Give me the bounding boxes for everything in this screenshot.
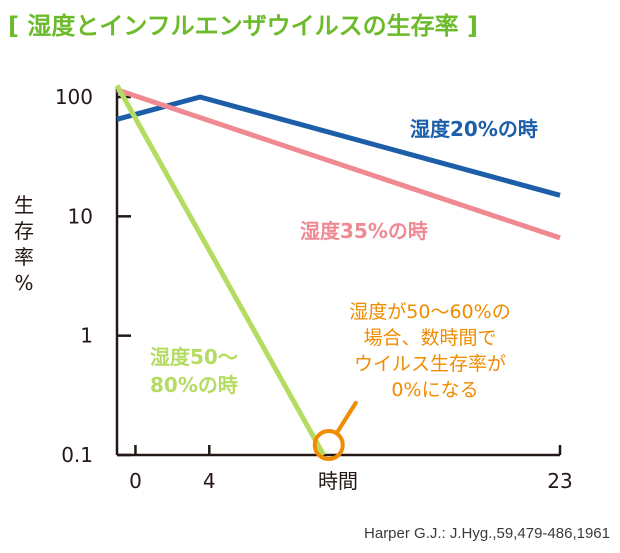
y-axis-label: 生存率% (14, 193, 34, 295)
series-label-0: 湿度20%の時 (410, 117, 538, 141)
x-tick-label: 23 (547, 469, 572, 493)
x-tick-label: 0 (129, 469, 142, 493)
series-line-2 (114, 84, 326, 457)
series-label-1: 湿度35%の時 (300, 219, 428, 243)
series-line-0 (116, 94, 561, 198)
series-lines (114, 84, 561, 461)
y-tick-label: 0.1 (61, 443, 93, 467)
y-tick-label: 10 (68, 204, 93, 228)
chart-title: [ 湿度とインフルエンザウイルスの生存率 ] (8, 12, 478, 40)
annotation-pointer (334, 401, 358, 435)
citation: Harper G.J.: J.Hyg.,59,479-486,1961 (364, 525, 610, 542)
annotation-circle (312, 429, 345, 461)
series-line-1 (116, 87, 561, 241)
axes: 100 10 1 0.1 0 4 23 時間 生存率% (14, 85, 573, 493)
y-tick-label: 1 (80, 324, 93, 348)
series-label-2: 湿度50〜 80%の時 (150, 345, 238, 397)
x-tick-label: 4 (203, 469, 216, 493)
y-tick-label: 100 (55, 85, 93, 109)
annotation-text: 湿度が50〜60%の場合、数時間でウイルス生存率が 0%になる (349, 301, 510, 401)
x-axis-label: 時間 (318, 469, 358, 493)
